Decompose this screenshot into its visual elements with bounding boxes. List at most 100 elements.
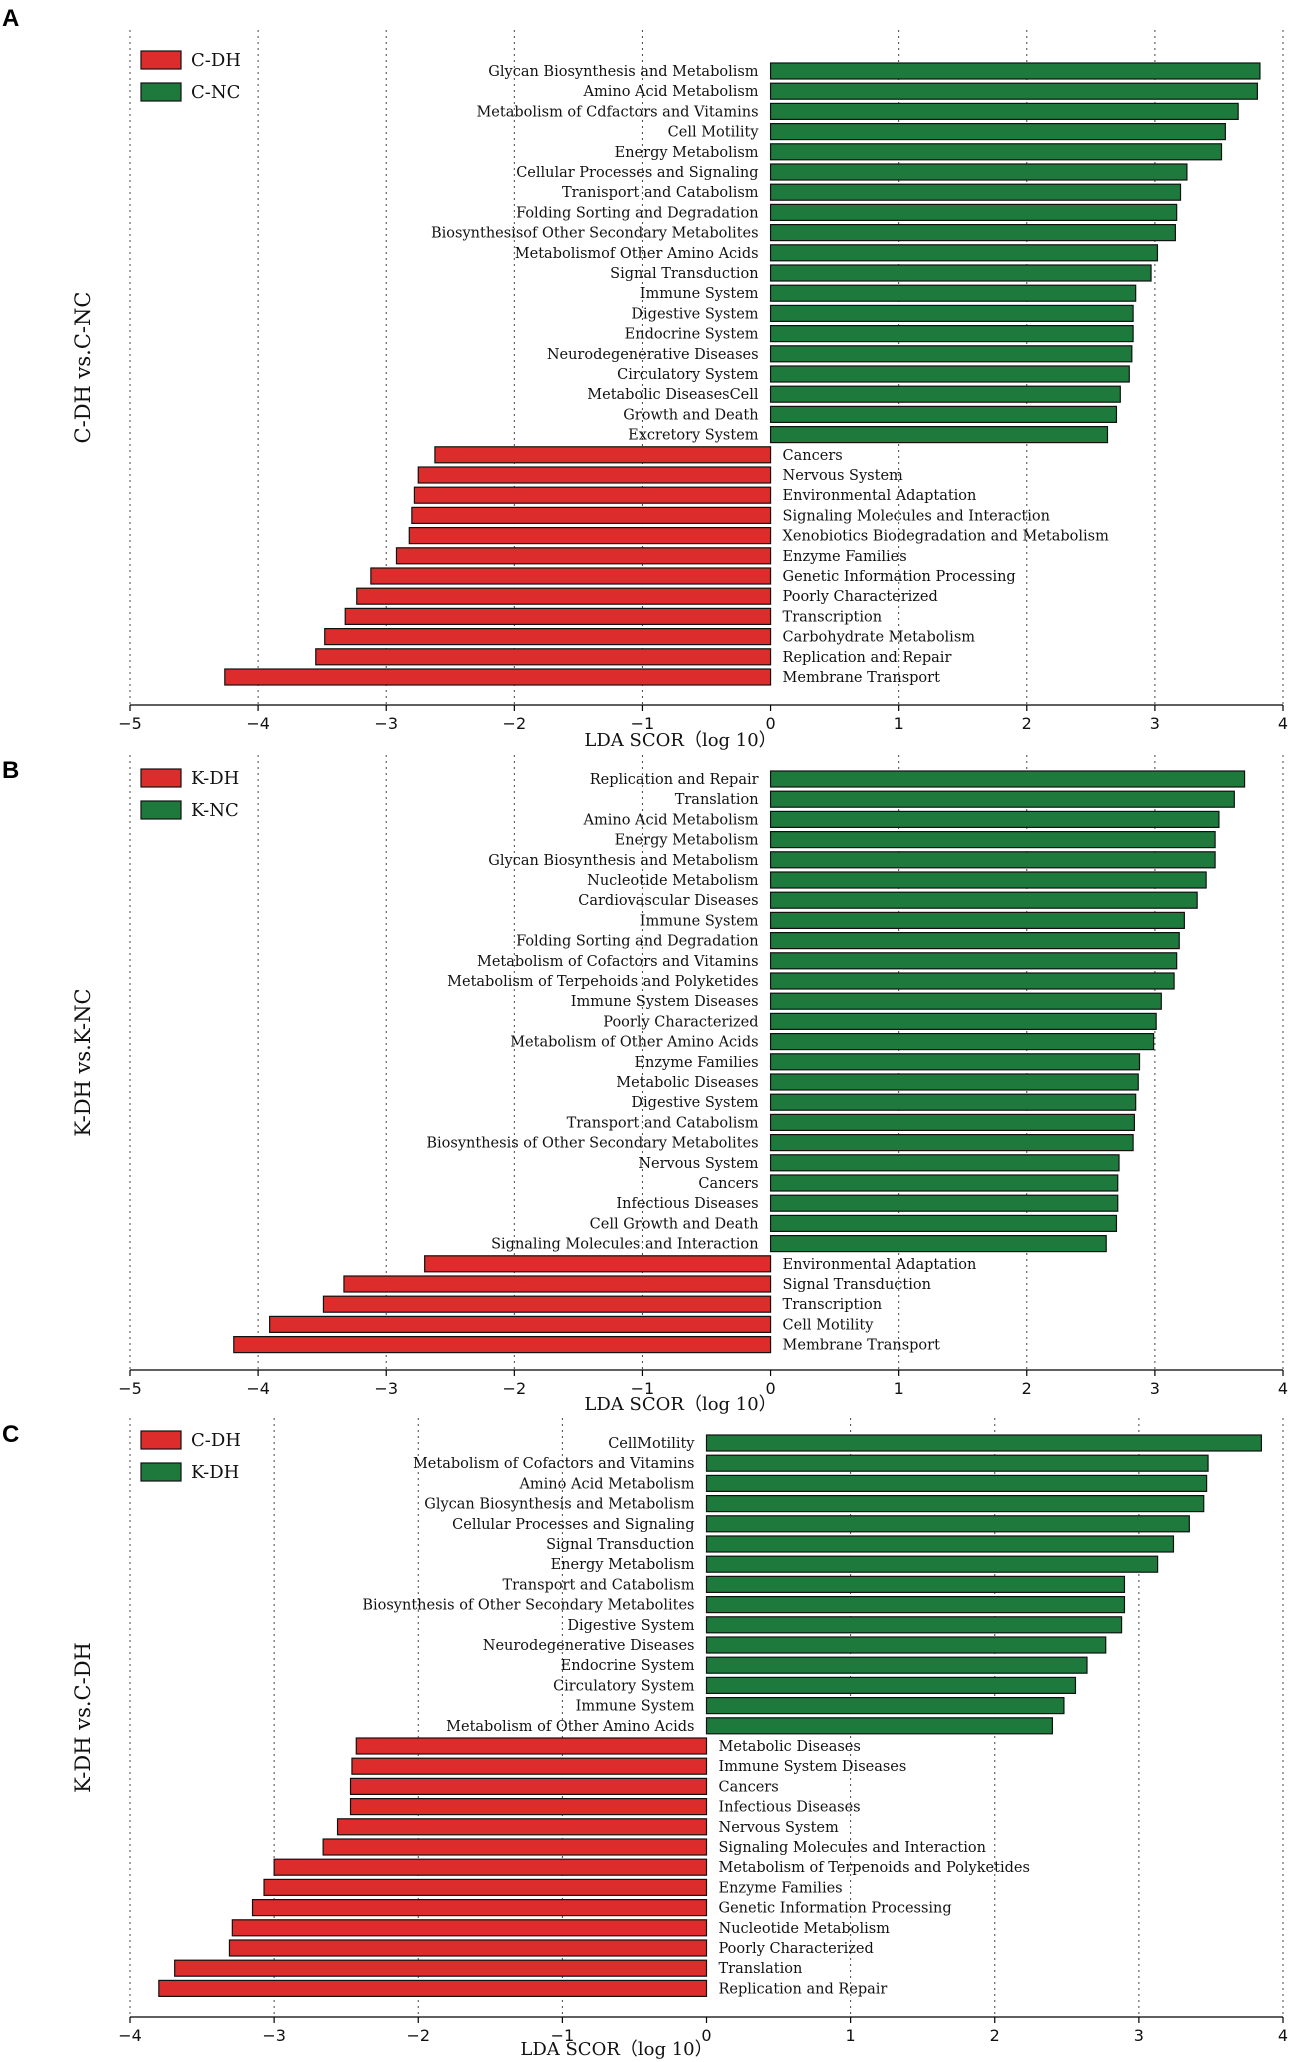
bar	[263, 1878, 708, 1897]
bar-label: Poorly Characterized	[783, 589, 938, 605]
legend: K-DH K-NC	[140, 768, 239, 821]
bar	[424, 1255, 772, 1273]
bar	[705, 1575, 1126, 1594]
x-tick-label: 1	[894, 1379, 904, 1398]
bar-label: Digestive System	[567, 1618, 694, 1634]
bar-label: Neurodegenerative Diseases	[483, 1638, 695, 1654]
bar-label: Metabolic DiseasesCell	[587, 387, 759, 403]
bar	[705, 1717, 1053, 1735]
bar	[769, 304, 1134, 322]
bar	[769, 1214, 1118, 1233]
bar	[705, 1636, 1107, 1654]
x-tick-label: 2	[1022, 714, 1032, 733]
bar-label: Metabolism of Cofactors and Vitamins	[413, 1456, 695, 1472]
bar	[336, 1818, 708, 1836]
bar-label: Metabolic Diseases	[616, 1075, 758, 1091]
x-tick-label: 2	[990, 2026, 1000, 2045]
bar-label: Enzyme Families	[719, 1880, 843, 1896]
bar-label: Translation	[675, 792, 759, 808]
bar	[411, 506, 772, 524]
bar	[769, 325, 1134, 343]
bar	[769, 851, 1216, 869]
bar-label: CellMotility	[608, 1436, 695, 1452]
bar	[413, 486, 772, 504]
bar-label: Transcription	[783, 609, 883, 625]
x-tick-label: 0	[765, 714, 775, 733]
bar-label: Membrane Transport	[783, 670, 941, 686]
bar	[769, 1073, 1139, 1091]
bar	[349, 1777, 708, 1796]
bar-label: Metabolism of Cdfactors and Vitamins	[476, 104, 758, 120]
bar-label: Environmental Adaptation	[783, 488, 977, 504]
bar-label: Signal Transduction	[610, 266, 758, 282]
bar	[344, 607, 772, 626]
bar-label: Digestive System	[631, 306, 758, 322]
legend-swatch	[140, 50, 182, 70]
bar-label: Folding Sorting and Degradation	[516, 934, 758, 950]
panel-letter: C	[2, 1421, 19, 1448]
bar	[233, 1335, 772, 1354]
bar-label: Metabolism of Other Amino Acids	[446, 1719, 694, 1735]
bar	[769, 405, 1118, 423]
x-tick-label: −4	[246, 714, 270, 733]
bar	[769, 891, 1198, 909]
bar-label: Replication and Repair	[719, 1981, 888, 1997]
legend-label: C-NC	[191, 82, 240, 103]
bar-label: Replication and Repair	[590, 772, 759, 788]
bar-label: Carbohydrate Metabolism	[783, 630, 976, 646]
bar-label: Immune System Diseases	[719, 1759, 907, 1775]
bar-label: Energy Metabolism	[615, 145, 759, 161]
bar-label: Cancers	[783, 448, 843, 464]
x-tick-label: 4	[1278, 714, 1288, 733]
legend-swatch	[140, 768, 182, 788]
bar-label: Biosynthesis of Other Secondary Metaboli…	[362, 1598, 694, 1614]
x-tick-label: −2	[503, 1379, 527, 1398]
bar	[769, 1012, 1157, 1031]
panel-letter: B	[2, 757, 19, 784]
bar-label: Poorly Characterized	[719, 1941, 874, 1957]
x-axis-label: LDA SCOR（log 10）	[584, 730, 776, 751]
x-tick-label: −2	[503, 714, 527, 733]
legend-swatch	[140, 1462, 182, 1482]
bar-label: Biosynthesisof Other Secondary Metabolit…	[431, 226, 759, 242]
bar-label: Metabolism of Terpehoids and Polyketides	[447, 974, 758, 990]
bar	[351, 1757, 708, 1775]
bar-label: Metabolic Diseases	[719, 1739, 861, 1755]
bar-label: Membrane Transport	[783, 1338, 941, 1354]
bar-label: Glycan Biosynthesis and Metabolism	[424, 1497, 694, 1513]
bar	[769, 122, 1226, 141]
bar	[769, 1154, 1120, 1172]
bar	[769, 1032, 1155, 1051]
bar-label: Metabolism of Other Amino Acids	[510, 1035, 758, 1051]
x-tick-label: 2	[1022, 1379, 1032, 1398]
bar	[705, 1656, 1088, 1674]
x-tick-label: 3	[1134, 2026, 1144, 2045]
bar	[769, 1234, 1107, 1253]
bar	[769, 1194, 1119, 1212]
bar-label: Excretory System	[628, 428, 759, 444]
legend: C-DH K-DH	[140, 1430, 241, 1483]
x-tick-label: 4	[1278, 1379, 1288, 1398]
bar-label: Immune System	[576, 1699, 695, 1715]
x-tick-label: −5	[118, 714, 142, 733]
bar-label: Replication and Repair	[783, 650, 952, 666]
bar-label: Energy Metabolism	[551, 1557, 695, 1573]
bar	[315, 648, 772, 666]
bar	[705, 1535, 1175, 1553]
bar	[705, 1616, 1123, 1634]
x-tick-label: −1	[631, 1379, 655, 1398]
y-axis-label: K-DH vs.K-NC	[71, 988, 95, 1136]
bar	[769, 62, 1261, 80]
bar	[769, 830, 1216, 849]
bar	[705, 1676, 1077, 1695]
legend-swatch	[140, 82, 182, 102]
bar-label: Endocrine System	[625, 327, 759, 343]
x-tick-label: −5	[118, 1379, 142, 1398]
bar	[395, 547, 772, 565]
legend-swatch	[140, 800, 182, 820]
bar-label: Nucleotide Metabolism	[719, 1921, 891, 1937]
x-tick-label: −4	[246, 1379, 270, 1398]
bar	[705, 1434, 1262, 1452]
legend-swatch	[140, 1430, 182, 1450]
bar	[324, 627, 772, 646]
